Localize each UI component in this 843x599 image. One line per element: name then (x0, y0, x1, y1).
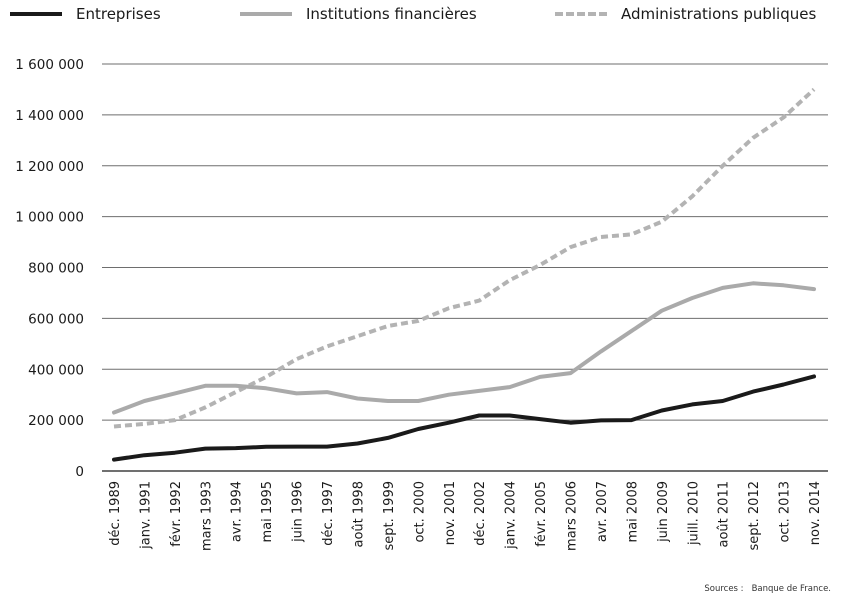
y-tick-label: 1 600 000 (15, 57, 84, 73)
x-tick-label: oct. 2013 (778, 481, 793, 543)
chart-legend: Entreprises Institutions financières Adm… (0, 5, 843, 31)
legend-label-entreprises: Entreprises (76, 5, 161, 23)
y-tick-label: 1 200 000 (15, 159, 84, 175)
x-tick-label: déc. 1989 (108, 481, 123, 546)
x-tick-label: sept. 2012 (747, 481, 762, 550)
y-axis: 0 200 000 400 000 600 000 800 000 1 000 000 1 … (15, 57, 84, 480)
legend-swatch-entreprises (10, 12, 62, 16)
legend-item-entreprises: Entreprises (10, 5, 161, 23)
x-tick-label: oct. 2000 (412, 481, 427, 543)
series-line-institutions (112, 281, 816, 415)
x-tick-label: avr. 1994 (230, 481, 245, 542)
x-tick-label: août 2011 (717, 481, 732, 547)
x-tick-label: mars 1993 (199, 481, 214, 551)
x-tick-label: mars 2006 (565, 481, 580, 551)
series-line-administrations (113, 87, 816, 429)
source-note: Sources : Banque de France. (704, 584, 831, 594)
y-tick-label: 800 000 (28, 261, 84, 277)
y-tick-label: 1 000 000 (15, 210, 84, 226)
series-lines (112, 87, 816, 462)
source-text: Banque de France. (751, 584, 831, 594)
x-tick-label: juin 1996 (291, 481, 306, 543)
x-tick-label: déc. 2002 (473, 481, 488, 546)
x-tick-label: avr. 2007 (595, 481, 610, 542)
y-tick-label: 1 400 000 (15, 108, 84, 124)
series-line-entreprises (112, 374, 816, 462)
y-tick-label: 200 000 (28, 413, 84, 429)
x-tick-label: août 1998 (351, 481, 366, 547)
x-tick-label: juill. 2010 (686, 481, 701, 546)
legend-item-administrations: Administrations publiques (555, 5, 816, 23)
x-tick-label: mai 1995 (260, 481, 275, 542)
y-tick-label: 400 000 (28, 362, 84, 378)
x-tick-label: sept. 1999 (382, 481, 397, 550)
x-tick-label: janv. 2004 (504, 481, 519, 550)
legend-swatch-administrations (555, 12, 607, 16)
x-tick-label: févr. 1992 (169, 481, 184, 547)
x-tick-label: janv. 1991 (138, 481, 153, 550)
x-tick-label: mai 2008 (625, 481, 640, 542)
legend-label-administrations: Administrations publiques (621, 5, 817, 23)
grid-lines (102, 63, 828, 472)
source-label: Sources : (704, 584, 744, 594)
y-tick-label: 600 000 (28, 311, 84, 327)
x-axis: déc. 1989 janv. 1991 févr. 1992 mars 1993 av… (108, 481, 823, 551)
x-tick-label: déc. 1997 (321, 481, 336, 546)
legend-item-institutions: Institutions financières (240, 5, 477, 23)
legend-swatch-institutions (240, 12, 292, 16)
legend-label-institutions: Institutions financières (306, 5, 477, 23)
x-tick-label: nov. 2001 (443, 481, 458, 545)
x-tick-label: févr. 2005 (534, 481, 549, 547)
y-tick-label: 0 (75, 464, 84, 480)
x-tick-label: juin 2009 (656, 481, 671, 543)
x-tick-label: nov. 2014 (808, 481, 823, 545)
